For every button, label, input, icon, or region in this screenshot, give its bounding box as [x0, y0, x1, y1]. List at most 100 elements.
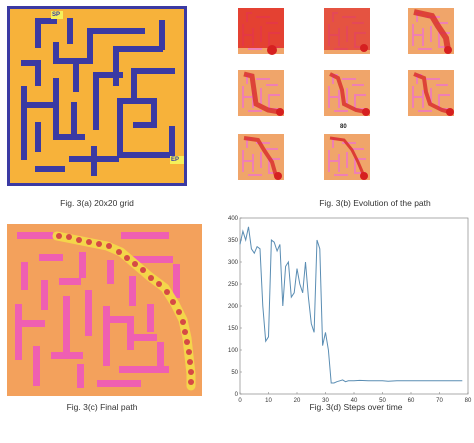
path-dot — [156, 281, 162, 287]
final-path-panel — [7, 224, 202, 396]
y-tick-label: 300 — [228, 260, 239, 266]
wall — [73, 58, 79, 92]
wall — [91, 146, 97, 176]
wall — [127, 316, 134, 350]
path-dot — [188, 369, 194, 375]
path-dot — [96, 241, 102, 247]
wall — [113, 46, 163, 52]
x-tick-label: 0 — [238, 398, 242, 404]
x-tick-label: 20 — [294, 398, 301, 404]
x-tick-label: 70 — [436, 398, 443, 404]
x-tick-label: 10 — [265, 398, 272, 404]
path-dot — [187, 359, 193, 365]
wall — [87, 28, 145, 34]
wall — [129, 256, 173, 263]
wall — [184, 6, 187, 186]
wall — [21, 262, 28, 290]
final-path-maze — [7, 224, 202, 396]
caption-b: Fig. 3(b) Evolution of the path — [319, 198, 431, 208]
wall — [71, 102, 77, 138]
chart-ticks: 0 10 20 30 40 50 60 70 80 0 50 100 150 200 250 300 350 40… — [228, 216, 472, 404]
evolution-thumbnails — [238, 8, 454, 180]
wall — [117, 152, 175, 158]
y-tick-label: 100 — [228, 348, 239, 354]
evolution-panel: 80 — [230, 0, 474, 196]
x-tick-label: 30 — [322, 398, 329, 404]
wall — [35, 122, 41, 152]
wall — [151, 98, 157, 128]
steps-series-line — [239, 226, 463, 384]
maze-walls — [7, 6, 187, 186]
path-dots — [56, 233, 194, 385]
wall — [35, 60, 41, 86]
wall — [53, 134, 85, 140]
thumbnail-1 — [238, 8, 284, 55]
path-dot — [186, 349, 192, 355]
path-dot — [66, 234, 72, 240]
y-tick-label: 0 — [235, 392, 239, 398]
start-marker — [51, 11, 63, 19]
wall — [63, 296, 70, 352]
thumbnail-8 — [324, 134, 370, 180]
wall — [87, 28, 93, 62]
path-dot — [116, 249, 122, 255]
wall — [21, 86, 27, 160]
wall — [33, 346, 40, 386]
wall — [15, 304, 22, 360]
path-dot — [170, 299, 176, 305]
end-label: EP — [171, 157, 180, 163]
path-dot — [76, 237, 82, 243]
end-marker — [170, 156, 184, 164]
wall — [7, 183, 187, 186]
wall — [131, 68, 175, 74]
y-tick-label: 150 — [228, 326, 239, 332]
wall — [79, 252, 86, 278]
wall — [117, 98, 123, 158]
generation-label: 80 — [340, 124, 347, 130]
wall — [159, 20, 165, 50]
y-tick-label: 400 — [228, 216, 239, 222]
wall — [157, 342, 164, 366]
wall — [173, 264, 180, 298]
wall — [147, 304, 154, 332]
wall — [17, 232, 53, 239]
path-dot — [188, 379, 194, 385]
wall — [93, 72, 99, 130]
path-dot — [86, 239, 92, 245]
path-dot — [148, 275, 154, 281]
wall — [131, 68, 137, 98]
wall — [97, 380, 141, 387]
path-dot — [164, 289, 170, 295]
path-dot — [182, 329, 188, 335]
wall — [7, 6, 10, 186]
wall — [39, 254, 63, 261]
x-tick-label: 60 — [408, 398, 415, 404]
thumbnail-3 — [408, 8, 454, 54]
path-dot — [184, 339, 190, 345]
thumbnail-4 — [238, 70, 284, 116]
maze-grid-panel: SP EP — [7, 6, 187, 186]
wall — [53, 42, 59, 64]
path-dot — [132, 261, 138, 267]
wall — [41, 280, 48, 310]
plot-frame — [239, 217, 469, 395]
wall — [121, 232, 169, 239]
steps-chart: 0 10 20 30 40 50 60 70 80 0 50 100 150 200 250 300 350 40… — [228, 216, 472, 404]
wall — [67, 18, 73, 44]
y-tick-label: 50 — [231, 370, 238, 376]
wall — [103, 316, 133, 323]
thumbnail-6 — [408, 70, 454, 116]
start-label: SP — [52, 12, 61, 18]
x-tick-label: 40 — [351, 398, 358, 404]
thumbnail-2 — [324, 8, 370, 54]
wall — [21, 102, 59, 108]
wall — [131, 334, 157, 341]
thumbnail-7 — [238, 134, 284, 180]
wall — [107, 260, 114, 284]
wall — [103, 306, 110, 366]
caption-d: Fig. 3(d) Steps over time — [309, 402, 403, 412]
caption-c: Fig. 3(c) Final path — [66, 402, 138, 412]
wall — [119, 366, 169, 373]
y-tick-label: 350 — [228, 238, 239, 244]
path-dot — [56, 233, 62, 239]
